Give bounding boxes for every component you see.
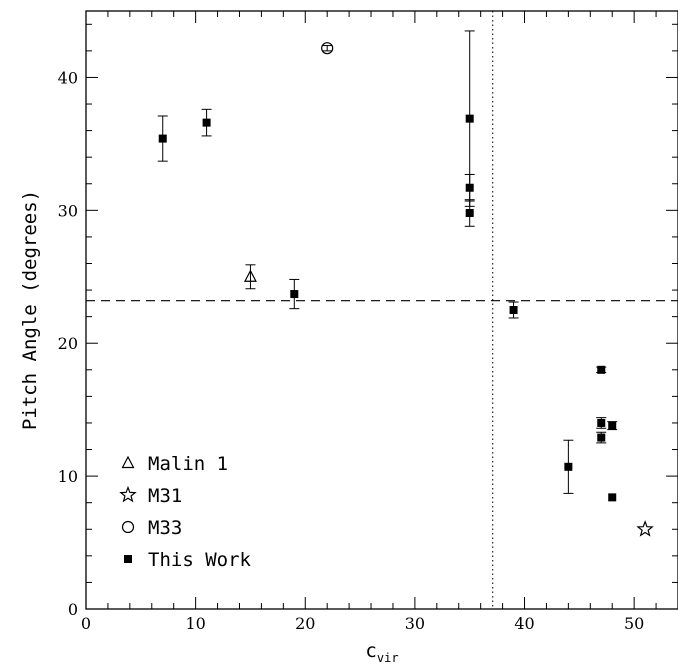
y-tick-label: 20	[58, 334, 78, 353]
legend-label-this-work: This Work	[148, 549, 252, 571]
y-tick-label: 30	[58, 201, 78, 220]
point-this-work	[158, 134, 167, 143]
point-this-work	[290, 290, 299, 299]
x-tick-label: 10	[185, 614, 205, 633]
point-this-work	[608, 421, 617, 430]
point-this-work	[202, 118, 211, 127]
legend-label-m33: M33	[148, 517, 182, 539]
point-m31	[636, 520, 654, 537]
point-this-work	[597, 433, 606, 442]
x-tick-label: 40	[514, 614, 534, 633]
legend-label-malin-1: Malin 1	[148, 453, 228, 475]
point-m33	[321, 42, 334, 55]
x-axis-label-main: c	[365, 640, 376, 662]
point-this-work	[465, 183, 474, 192]
point-this-work	[597, 418, 606, 427]
x-tick-label: 20	[295, 614, 315, 633]
point-this-work	[465, 114, 474, 123]
y-tick-label: 10	[58, 467, 78, 486]
reference-lines	[86, 11, 678, 609]
point-this-work	[509, 306, 518, 314]
legend-marker-m33	[121, 520, 135, 534]
axis-ticks: 0 10 20 30 40 50 0 10 20 30 40	[58, 11, 678, 633]
point-this-work	[465, 208, 474, 217]
x-tick-label: 0	[81, 614, 91, 633]
point-this-work	[608, 493, 617, 502]
legend-marker-this-work	[124, 555, 132, 563]
data-points	[157, 30, 654, 537]
y-tick-label: 40	[58, 68, 78, 87]
point-malin-1	[243, 269, 257, 282]
legend-label-m31: M31	[148, 485, 182, 507]
x-axis-label-subscript: vir	[377, 651, 399, 665]
x-tick-label: 30	[405, 614, 425, 633]
x-tick-label: 50	[624, 614, 644, 633]
plot-frame	[85, 10, 678, 610]
point-this-work	[597, 365, 606, 374]
legend-marker-malin-1	[121, 455, 135, 469]
point-this-work	[564, 462, 573, 471]
legend-marker-m31	[119, 485, 137, 503]
y-tick-label: 0	[68, 600, 78, 619]
y-axis-label: Pitch Angle (degrees)	[19, 190, 41, 430]
x-axis-label: cvir	[365, 640, 398, 665]
legend: Malin 1 M31 M33 This Work	[119, 453, 252, 571]
